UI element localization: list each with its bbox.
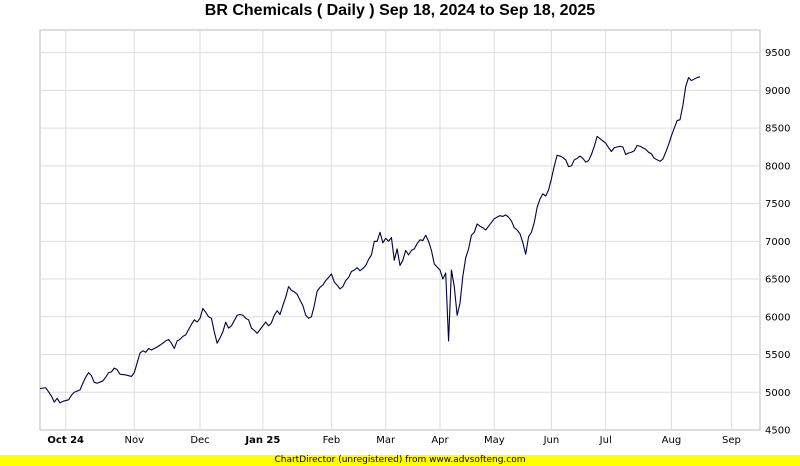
x-tick-label: Apr [431,435,449,446]
y-tick-label: 4500 [765,426,790,437]
x-tick-label: May [484,435,505,446]
y-gridlines [40,52,760,393]
y-tick-label: 8000 [765,161,790,172]
chart-title: BR Chemicals ( Daily ) Sep 18, 2024 to S… [204,2,596,19]
y-tick-label: 8500 [765,124,790,135]
y-axis-tick-labels: 4500 5000 5500 6000 6500 7000 7500 8000 8500 9000… [765,48,790,436]
x-tick-label: Nov [125,435,145,446]
y-tick-label: 5500 [765,350,790,361]
x-tick-label: Feb [323,435,341,446]
y-tick-label: 7000 [765,237,790,248]
x-tick-label: Oct 24 [47,435,84,446]
y-tick-label: 9000 [765,86,790,97]
chartdirector-footer: ChartDirector (unregistered) from www.ad… [0,455,800,466]
x-tick-label: Jun [543,435,560,446]
y-tick-label: 5000 [765,388,790,399]
price-series-line [39,76,701,404]
plot-area [39,29,761,431]
y-tick-label: 7500 [765,199,790,210]
x-tick-label: Aug [662,435,682,446]
x-tick-label: Jan 25 [244,435,280,446]
x-gridlines [65,30,732,430]
x-tick-label: Jul [599,435,612,446]
y-tick-label: 6500 [765,275,790,286]
x-tick-label: Mar [376,435,396,446]
y-tick-label: 9500 [765,48,790,59]
x-tick-label: Sep [722,435,741,446]
y-tick-label: 6000 [765,312,790,323]
x-tick-label: Dec [190,435,209,446]
x-axis-tick-labels: Oct 24 Nov Dec Jan 25 Feb Mar Apr May Jun Jul Aug S… [47,435,740,446]
